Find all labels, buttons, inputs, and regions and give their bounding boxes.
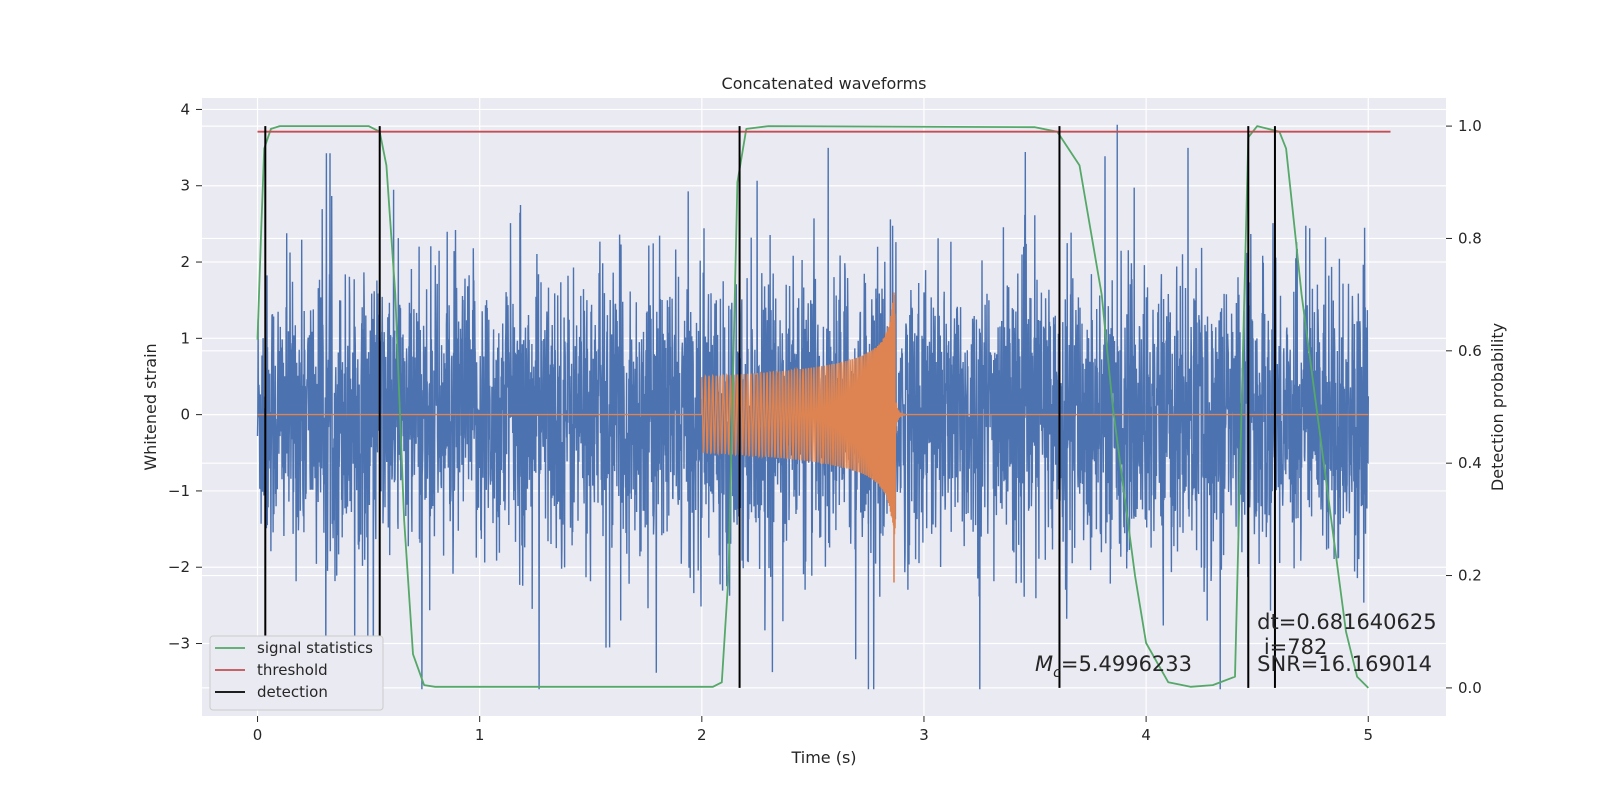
y-right-tick-label: 1.0 <box>1458 117 1482 135</box>
legend: signal statistics threshold detection <box>209 635 384 711</box>
x-tick-label: 1 <box>475 726 485 744</box>
y-left-tick-label: 0 <box>180 406 190 424</box>
chirp-mass-value: =5.4996233 <box>1061 652 1192 676</box>
annotations: Mc=5.4996233 dt=0.681640625 i=782 SNR=16… <box>1035 610 1437 681</box>
y-left-tick-label: 2 <box>180 253 190 271</box>
legend-box <box>209 635 384 711</box>
y-right-tick-label: 0.4 <box>1458 454 1482 472</box>
y-right-tick-label: 0.8 <box>1458 229 1482 247</box>
snr-annotation: SNR=16.169014 <box>1257 652 1432 676</box>
chirp-mass-subscript: c <box>1053 665 1061 681</box>
signal-statistics-series <box>256 125 1369 689</box>
index-annotation: i=782 <box>1257 635 1327 659</box>
chirp-mass-annotation: Mc=5.4996233 <box>1035 652 1192 681</box>
detection-lines <box>264 126 1276 688</box>
legend-label-threshold: threshold <box>257 661 328 679</box>
y-left-tick-label: 4 <box>180 100 190 118</box>
y-left-tick-label: 1 <box>180 329 190 347</box>
y-left-axis-ticks: −3 −2 −1 0 1 2 3 4 <box>168 100 202 653</box>
y-right-tick-label: 0.6 <box>1458 342 1482 360</box>
chirp-series <box>257 292 1369 583</box>
y-right-tick-label: 0.0 <box>1458 679 1482 697</box>
x-tick-label: 0 <box>253 726 263 744</box>
x-tick-label: 3 <box>919 726 929 744</box>
x-axis-label: Time (s) <box>790 748 856 767</box>
x-axis-ticks: 0 1 2 3 4 5 <box>253 716 1373 744</box>
x-tick-label: 5 <box>1363 726 1373 744</box>
chirp-mass-symbol: M <box>1035 652 1053 676</box>
chart-title: Concatenated waveforms <box>722 74 927 93</box>
y-right-tick-label: 0.2 <box>1458 567 1482 585</box>
chirp-waveform <box>257 293 1369 535</box>
y-left-axis-label: Whitened strain <box>141 343 160 470</box>
y-left-tick-label: −1 <box>168 482 190 500</box>
dt-annotation: dt=0.681640625 <box>1257 610 1436 634</box>
y-left-tick-label: −2 <box>168 558 190 576</box>
y-left-tick-label: −3 <box>168 635 190 653</box>
signal-statistics-line <box>256 125 1369 689</box>
legend-label-signal-statistics: signal statistics <box>257 639 373 657</box>
y-right-axis-ticks: 0.0 0.2 0.4 0.6 0.8 1.0 <box>1446 117 1482 697</box>
y-left-tick-label: 3 <box>180 177 190 195</box>
x-tick-label: 2 <box>697 726 707 744</box>
legend-label-detection: detection <box>257 683 328 701</box>
y-right-axis-label: Detection probability <box>1488 323 1507 491</box>
x-tick-label: 4 <box>1141 726 1151 744</box>
